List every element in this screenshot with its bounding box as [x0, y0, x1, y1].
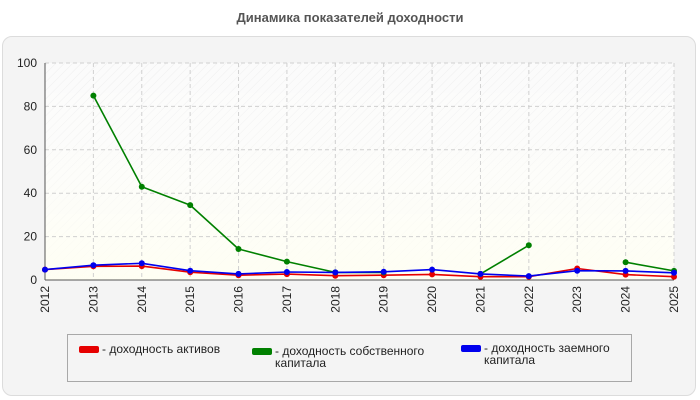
- legend-item-assets: - доходность активов: [79, 343, 220, 355]
- legend-swatch-assets: [79, 346, 99, 353]
- x-tick-label: 2024: [619, 286, 633, 313]
- data-point: [525, 273, 532, 280]
- series-line: [625, 261, 675, 272]
- y-tick-label: 100: [17, 56, 37, 70]
- data-point: [477, 270, 484, 277]
- series-line: [44, 262, 675, 277]
- series-line: [480, 244, 530, 275]
- data-point: [138, 260, 145, 267]
- y-tick-label: 40: [24, 186, 38, 200]
- series-2: [42, 260, 677, 280]
- axes: [44, 63, 674, 281]
- x-tick-label: 2015: [183, 286, 197, 313]
- legend: - доходность активов - доходность собств…: [67, 334, 632, 382]
- data-point: [235, 246, 242, 252]
- legend-label-equity: - доходность собственного капитала: [275, 344, 425, 370]
- plot-shade: [45, 63, 674, 280]
- data-point: [42, 266, 48, 273]
- data-point: [525, 242, 532, 249]
- grid: [45, 62, 675, 280]
- x-tick-label: 2020: [425, 286, 439, 313]
- data-point: [429, 266, 436, 273]
- data-point: [187, 267, 194, 274]
- x-tick-label: 2022: [522, 286, 536, 313]
- x-tick-label: 2025: [667, 286, 681, 313]
- x-tick-label: 2016: [232, 286, 246, 313]
- tick-labels: 0 20 40 60 80 100 2012 2013 2014 2015 2016 2017 2018…: [17, 56, 681, 313]
- x-tick-label: 2013: [86, 286, 100, 313]
- x-tick-label: 2014: [135, 286, 149, 313]
- legend-swatch-equity: [252, 348, 272, 355]
- data-point: [90, 262, 97, 269]
- data-point: [380, 268, 387, 275]
- legend-swatch-debt: [461, 345, 481, 352]
- data-point: [283, 258, 290, 265]
- data-point: [235, 270, 242, 277]
- chart-title: Динамика показателей доходности: [236, 10, 464, 25]
- series-layer: [42, 92, 677, 280]
- data-point: [187, 202, 194, 209]
- data-point: [622, 259, 629, 266]
- series-line: [44, 265, 675, 278]
- data-point: [90, 92, 97, 99]
- legend-label-assets: - доходность активов: [102, 342, 221, 356]
- legend-label-debt: - доходность заемного капитала: [484, 341, 610, 367]
- y-tick-label: 80: [24, 99, 38, 113]
- y-tick-label: 20: [24, 230, 38, 244]
- plot-area: [45, 63, 674, 280]
- y-tick-label: 0: [30, 273, 37, 287]
- x-tick-label: 2019: [377, 286, 391, 313]
- x-tick-label: 2023: [570, 286, 584, 313]
- data-point: [671, 269, 677, 276]
- data-point: [332, 269, 339, 276]
- data-point: [574, 267, 581, 274]
- legend-item-debt: - доходность заемного капитала: [461, 342, 631, 366]
- x-tick-label: 2012: [38, 286, 52, 313]
- y-tick-label: 60: [24, 143, 38, 157]
- x-tick-label: 2021: [473, 286, 487, 313]
- data-point: [283, 269, 290, 275]
- data-point: [138, 183, 145, 190]
- data-point: [429, 271, 436, 278]
- x-tick-label: 2017: [280, 286, 294, 313]
- data-point: [622, 267, 629, 274]
- x-tick-label: 2018: [328, 286, 342, 313]
- legend-item-equity: - доходность собственного капитала: [252, 345, 452, 369]
